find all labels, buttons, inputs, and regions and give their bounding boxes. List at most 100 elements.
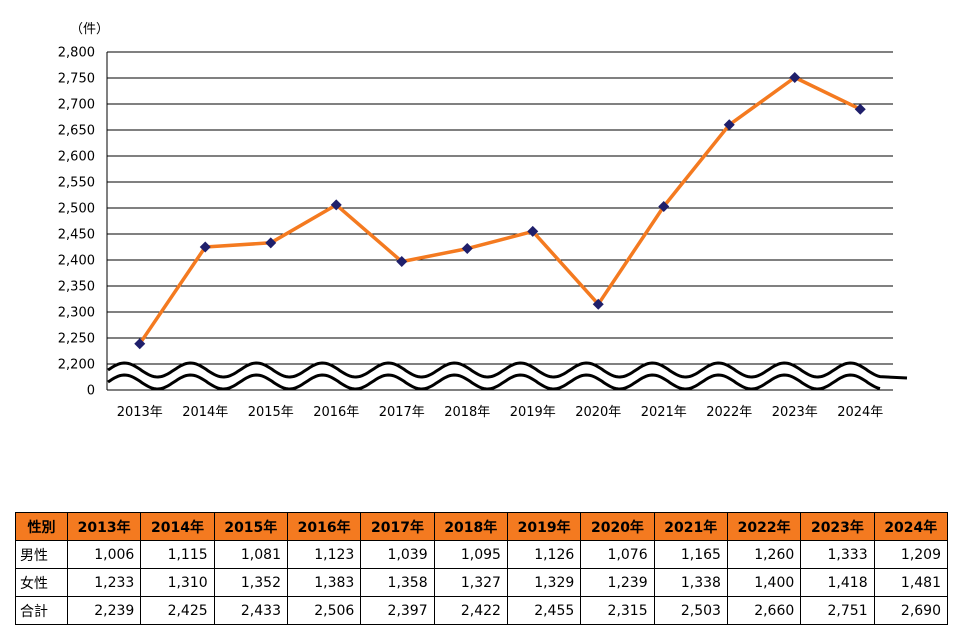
x-tick-label: 2018年 (444, 405, 490, 420)
table-cell: 1,123 (286, 540, 362, 569)
table-cell: 2,425 (140, 596, 215, 625)
table-cell: 1,418 (800, 568, 875, 597)
x-tick-label: 2015年 (248, 405, 294, 420)
y-tick-label: 2,500 (58, 202, 95, 217)
table-cell: 1,352 (213, 568, 288, 597)
y-axis-ticks: 2,800 2,750 2,700 2,650 2,600 2,550 2,500 2,450… (58, 46, 95, 399)
data-markers (134, 71, 866, 350)
table-row-label: 女性 (15, 568, 68, 597)
grid-lines (106, 51, 893, 391)
table-cell: 1,006 (66, 540, 142, 569)
table-year-header: 2014年 (140, 512, 215, 541)
data-point-marker (134, 338, 146, 350)
table-cell: 1,209 (873, 540, 949, 569)
y-tick-label: 2,700 (58, 98, 95, 113)
x-tick-label: 2014年 (182, 405, 228, 420)
data-point-marker (723, 119, 735, 131)
table-cell: 1,310 (140, 568, 215, 597)
series-line-group (138, 75, 862, 345)
table-row: 合計 2,239 2,425 2,433 2,506 2,397 2,422 2,455 2,3… (15, 596, 949, 625)
data-point-marker (461, 243, 473, 255)
table-cell: 2,455 (506, 596, 582, 625)
table-cell: 1,076 (580, 540, 655, 569)
axis-break-wave-top (107, 361, 908, 380)
data-point-marker (527, 225, 539, 237)
table-year-header: 2023年 (800, 512, 875, 541)
unit-label: （件） (70, 22, 109, 37)
table-cell: 1,165 (653, 540, 728, 569)
table-year-header: 2017年 (360, 512, 435, 541)
table-corner-header: 性別 (15, 512, 68, 541)
table-cell: 1,481 (873, 568, 949, 597)
table-year-header: 2013年 (66, 512, 142, 541)
table-cell: 2,506 (286, 596, 362, 625)
table-cell: 2,315 (580, 596, 655, 625)
x-tick-label: 2022年 (706, 405, 752, 420)
y-tick-label: 2,650 (58, 124, 95, 139)
table-cell: 2,690 (873, 596, 949, 625)
table-cell: 1,383 (286, 568, 362, 597)
x-tick-label: 2013年 (117, 405, 163, 420)
table-cell: 1,126 (506, 540, 582, 569)
data-point-marker (658, 200, 670, 212)
y-tick-label: 2,400 (58, 254, 95, 269)
table-cell: 2,660 (726, 596, 802, 625)
table-cell: 2,239 (66, 596, 142, 625)
table-year-header: 2016年 (286, 512, 362, 541)
x-tick-label: 2023年 (772, 405, 818, 420)
x-tick-label: 2021年 (641, 405, 687, 420)
table-row-label: 男性 (15, 540, 68, 569)
table-cell: 1,095 (433, 540, 508, 569)
data-point-marker (330, 199, 342, 211)
table-year-header: 2022年 (726, 512, 802, 541)
y-tick-label: 2,450 (58, 228, 95, 243)
data-point-marker (199, 241, 211, 253)
table-year-header: 2021年 (653, 512, 728, 541)
table-cell: 2,503 (653, 596, 728, 625)
x-axis-ticks: 2013年 2014年 2015年 2016年 2017年 2018年 2019年 2020年… (117, 405, 884, 420)
x-tick-label: 2016年 (313, 405, 359, 420)
data-point-marker (789, 71, 801, 83)
data-table: 性別 2013年 2014年 2015年 2016年 2017年 2018年 2019年 20… (15, 512, 949, 625)
y-tick-label: 2,600 (58, 150, 95, 165)
table-cell: 1,081 (213, 540, 288, 569)
table-cell: 1,115 (140, 540, 215, 569)
table-cell: 2,422 (433, 596, 508, 625)
series-line (138, 75, 862, 345)
y-tick-label: 2,250 (58, 332, 95, 347)
table-cell: 1,260 (726, 540, 802, 569)
data-point-marker (396, 256, 408, 268)
table-cell: 1,358 (360, 568, 435, 597)
x-tick-label: 2020年 (575, 405, 621, 420)
y-tick-label: 2,200 (58, 358, 95, 373)
table-cell: 1,400 (726, 568, 802, 597)
line-chart: （件） 2,8002,7502,7002,6502,6002,5502,5002… (58, 22, 908, 420)
table-cell: 1,333 (800, 540, 875, 569)
table-row: 女性 1,233 1,310 1,352 1,383 1,358 1,327 1,329 1,2… (15, 568, 949, 597)
y-tick-label: 2,550 (58, 176, 95, 191)
table-header-row: 性別 2013年 2014年 2015年 2016年 2017年 2018年 2019年 20… (15, 512, 949, 541)
x-tick-label: 2019年 (510, 405, 556, 420)
table-cell: 2,433 (213, 596, 288, 625)
table-row-label: 合計 (15, 596, 68, 625)
data-point-marker (854, 103, 866, 115)
table-year-header: 2019年 (506, 512, 582, 541)
table-cell: 2,397 (360, 596, 435, 625)
data-point-marker (592, 298, 604, 310)
table-year-header: 2024年 (873, 512, 949, 541)
table-cell: 2,751 (800, 596, 875, 625)
y-tick-label: 2,750 (58, 72, 95, 87)
table-year-header: 2018年 (433, 512, 508, 541)
table-cell: 1,239 (580, 568, 655, 597)
y-tick-label: 2,350 (58, 280, 95, 295)
axis-break-wave (107, 361, 908, 391)
y-tick-label: 2,800 (58, 46, 95, 61)
y-tick-label: 2,300 (58, 306, 95, 321)
table-cell: 1,329 (506, 568, 582, 597)
table-year-header: 2015年 (213, 512, 288, 541)
x-tick-label: 2017年 (379, 405, 425, 420)
table-row: 男性 1,006 1,115 1,081 1,123 1,039 1,095 1,126 1,0… (15, 540, 949, 569)
table-cell: 1,338 (653, 568, 728, 597)
table-cell: 1,233 (66, 568, 142, 597)
data-point-marker (265, 237, 277, 249)
